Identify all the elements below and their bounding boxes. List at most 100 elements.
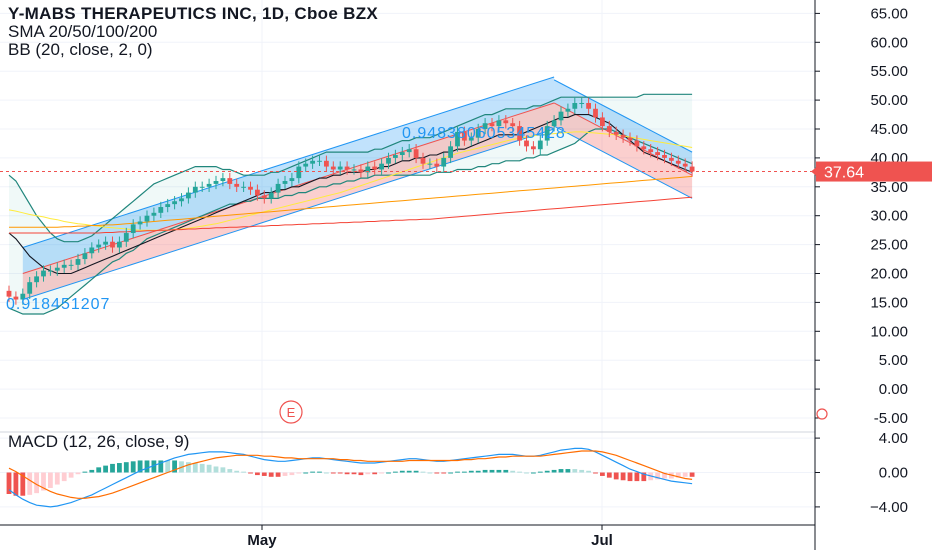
- candle-body[interactable]: [572, 102, 578, 109]
- macd-histogram-bar[interactable]: [186, 462, 191, 473]
- macd-histogram-bar[interactable]: [531, 472, 536, 474]
- candle[interactable]: [689, 161, 695, 177]
- macd-histogram-bar[interactable]: [482, 469, 488, 473]
- candle[interactable]: [110, 236, 115, 253]
- candle-body[interactable]: [344, 166, 350, 170]
- candle-body[interactable]: [144, 215, 150, 222]
- candle-body[interactable]: [130, 224, 136, 234]
- candle-body[interactable]: [586, 102, 591, 109]
- candle[interactable]: [531, 141, 536, 155]
- candle[interactable]: [248, 181, 253, 195]
- candlesticks[interactable]: [6, 97, 695, 305]
- candle-body[interactable]: [393, 155, 398, 158]
- candle-body[interactable]: [641, 146, 647, 150]
- candle[interactable]: [503, 115, 509, 129]
- candle-body[interactable]: [524, 140, 529, 147]
- candle-body[interactable]: [406, 149, 412, 153]
- macd-histogram-bar[interactable]: [289, 472, 295, 476]
- candle[interactable]: [551, 115, 557, 132]
- macd-histogram-bar[interactable]: [399, 470, 405, 473]
- candle[interactable]: [606, 120, 612, 138]
- candle[interactable]: [482, 118, 488, 135]
- candle[interactable]: [337, 161, 343, 175]
- macd-histogram-bar[interactable]: [344, 472, 350, 475]
- macd-histogram-bar[interactable]: [489, 469, 495, 473]
- candle-body[interactable]: [593, 108, 598, 118]
- candle[interactable]: [579, 97, 585, 109]
- candle-body[interactable]: [68, 264, 74, 266]
- candle[interactable]: [41, 265, 46, 282]
- macd-histogram-bar[interactable]: [620, 472, 626, 481]
- candle-body[interactable]: [558, 111, 564, 121]
- candle-body[interactable]: [54, 267, 60, 271]
- candle[interactable]: [393, 149, 398, 164]
- macd-histogram-bar[interactable]: [496, 469, 502, 473]
- candle-body[interactable]: [61, 264, 67, 268]
- macd-histogram-bar[interactable]: [89, 469, 95, 473]
- candle[interactable]: [669, 152, 674, 166]
- candle-body[interactable]: [117, 241, 122, 248]
- candle[interactable]: [144, 210, 150, 227]
- candle-body[interactable]: [27, 282, 33, 294]
- symbol-title[interactable]: Y-MABS THERAPEUTICS INC, 1D, Cboe BZX: [8, 4, 379, 23]
- candle-body[interactable]: [627, 137, 633, 141]
- candle[interactable]: [537, 135, 543, 155]
- candle[interactable]: [296, 161, 302, 184]
- candle[interactable]: [462, 126, 467, 146]
- candle[interactable]: [103, 236, 108, 250]
- candle[interactable]: [586, 97, 591, 114]
- candle[interactable]: [61, 259, 67, 273]
- macd-histogram-bar[interactable]: [365, 472, 371, 475]
- candle-body[interactable]: [255, 189, 260, 196]
- candle[interactable]: [241, 181, 246, 193]
- candle-body[interactable]: [427, 163, 433, 165]
- candle-body[interactable]: [289, 178, 295, 182]
- earnings-badge-circle[interactable]: [279, 400, 303, 424]
- candle-body[interactable]: [337, 166, 343, 170]
- candle[interactable]: [620, 129, 626, 143]
- candle[interactable]: [399, 146, 405, 161]
- time-axis[interactable]: May Jul: [0, 524, 815, 549]
- candle-body[interactable]: [496, 120, 502, 127]
- candle-body[interactable]: [648, 149, 654, 153]
- macd-histogram-bar[interactable]: [27, 472, 33, 495]
- macd-pane[interactable]: [0, 431, 932, 508]
- candle-body[interactable]: [399, 152, 405, 156]
- candle[interactable]: [558, 106, 564, 126]
- macd-histogram-bar[interactable]: [393, 471, 398, 473]
- macd-histogram-bar[interactable]: [324, 472, 329, 474]
- last-price-tag[interactable]: [816, 161, 932, 182]
- macd-histogram-bar[interactable]: [406, 470, 412, 473]
- candle[interactable]: [199, 181, 205, 193]
- candle-body[interactable]: [482, 123, 488, 129]
- candle-body[interactable]: [41, 270, 46, 277]
- macd-histogram-bar[interactable]: [379, 472, 384, 474]
- candle-body[interactable]: [234, 183, 240, 187]
- candle[interactable]: [662, 149, 667, 164]
- macd-histogram-bar[interactable]: [565, 469, 571, 473]
- candle[interactable]: [13, 291, 19, 305]
- macd-histogram-bar[interactable]: [130, 461, 136, 473]
- macd-histogram-bar[interactable]: [351, 472, 357, 475]
- candle[interactable]: [386, 152, 391, 169]
- macd-histogram-bar[interactable]: [165, 460, 171, 473]
- candle-body[interactable]: [158, 207, 164, 213]
- candle[interactable]: [468, 132, 474, 146]
- candle[interactable]: [434, 158, 440, 172]
- candle[interactable]: [137, 216, 143, 230]
- macd-histogram-bar[interactable]: [144, 460, 150, 473]
- candle[interactable]: [344, 161, 350, 175]
- candle[interactable]: [524, 135, 529, 152]
- candle[interactable]: [48, 265, 53, 276]
- macd-histogram-bar[interactable]: [317, 471, 322, 473]
- candle-body[interactable]: [489, 123, 495, 127]
- macd-histogram-bar[interactable]: [510, 470, 516, 473]
- candle[interactable]: [192, 181, 198, 198]
- macd-histogram-bar[interactable]: [372, 472, 378, 475]
- candle-body[interactable]: [151, 212, 157, 216]
- macd-histogram-bar[interactable]: [468, 470, 474, 473]
- candle-body[interactable]: [441, 157, 447, 167]
- macd-histogram-bar[interactable]: [662, 472, 667, 479]
- candle[interactable]: [406, 144, 412, 158]
